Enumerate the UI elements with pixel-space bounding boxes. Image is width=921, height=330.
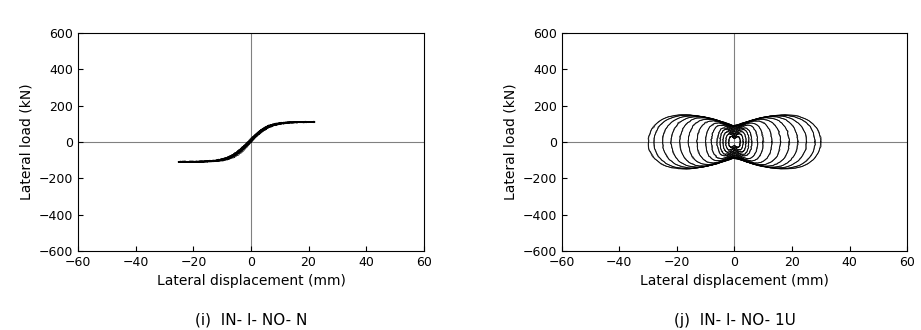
Text: (i)  IN- I- NO- N: (i) IN- I- NO- N (194, 313, 308, 328)
Text: (j)  IN- I- NO- 1U: (j) IN- I- NO- 1U (673, 313, 796, 328)
Y-axis label: Lateral load (kN): Lateral load (kN) (19, 83, 33, 200)
X-axis label: Lateral displacement (mm): Lateral displacement (mm) (157, 274, 345, 288)
Y-axis label: Lateral load (kN): Lateral load (kN) (503, 83, 517, 200)
X-axis label: Lateral displacement (mm): Lateral displacement (mm) (640, 274, 829, 288)
